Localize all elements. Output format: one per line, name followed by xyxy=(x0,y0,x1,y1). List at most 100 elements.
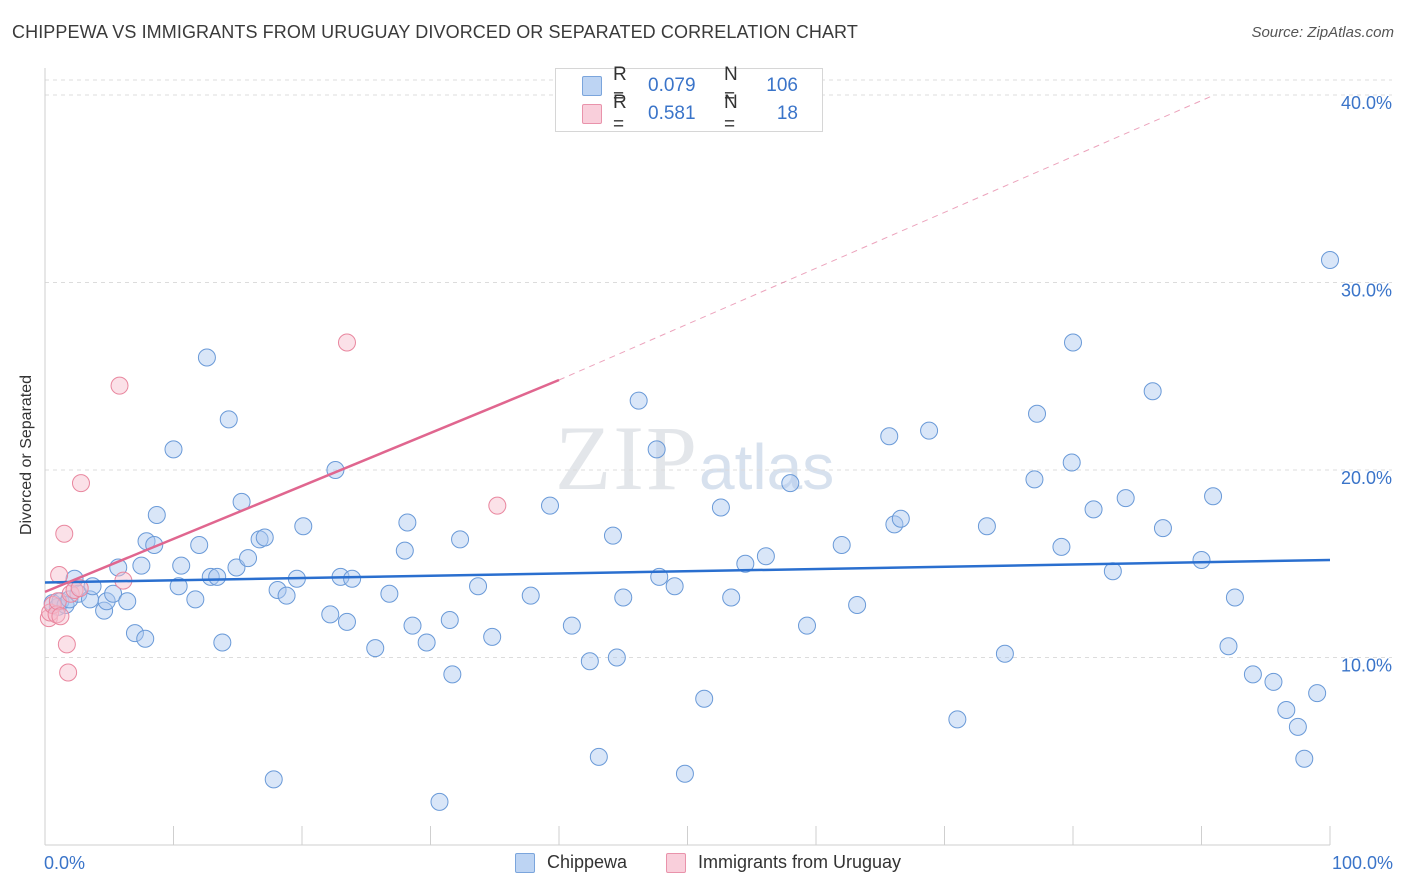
chippewa-point xyxy=(614,588,633,607)
uruguay-point xyxy=(70,579,89,598)
chippewa-point xyxy=(1143,382,1162,401)
chippewa-point xyxy=(521,586,540,605)
chippewa-point xyxy=(219,410,238,429)
legend-r-label: R = xyxy=(613,64,627,107)
chippewa-point xyxy=(136,629,155,648)
x-tick-label: 0.0% xyxy=(44,853,85,873)
legend-r-value: 0.079 xyxy=(648,75,696,96)
bottom-legend-swatch-chippewa xyxy=(515,852,535,873)
chippewa-point xyxy=(736,554,755,573)
uruguay-trend-extension xyxy=(558,94,1215,381)
chippewa-point xyxy=(1192,551,1211,569)
chippewa-point xyxy=(1064,333,1082,352)
chippewa-point xyxy=(337,612,356,631)
legend-n-label: N = xyxy=(724,92,738,135)
chippewa-point xyxy=(607,648,626,667)
bottom-legend-swatch-uruguay xyxy=(666,852,686,873)
uruguay-point xyxy=(57,635,76,654)
chippewa-point xyxy=(1264,672,1283,691)
chippewa-point xyxy=(190,536,209,554)
legend-n-label: N = xyxy=(724,64,738,107)
x-tick-label: 100.0% xyxy=(1332,853,1393,873)
chippewa-point xyxy=(1295,749,1314,768)
chippewa-point xyxy=(417,633,436,652)
chippewa-point xyxy=(603,526,622,545)
chippewa-point xyxy=(1153,519,1172,538)
chippewa-point xyxy=(711,498,730,517)
watermark: ZIPatlas xyxy=(555,405,834,511)
chippewa-point xyxy=(977,517,996,536)
chippewa-point xyxy=(541,496,560,515)
chippewa-point xyxy=(380,584,399,603)
chippewa-point xyxy=(722,588,741,607)
y-tick-label: 20.0% xyxy=(1341,468,1392,488)
chippewa-point xyxy=(343,569,362,588)
chippewa-point xyxy=(366,639,385,658)
uruguay-point xyxy=(110,376,129,395)
source-label: Source: ZipAtlas.com xyxy=(1251,24,1394,41)
chippewa-point xyxy=(208,567,227,586)
chippewa-point xyxy=(294,517,313,536)
bottom-legend-uruguay: Immigrants from Uruguay xyxy=(666,852,901,873)
chippewa-point xyxy=(186,590,205,609)
chippewa-point xyxy=(264,770,283,789)
chippewa-point xyxy=(675,764,694,783)
chippewa-point xyxy=(147,506,166,524)
chippewa-point xyxy=(172,556,191,575)
uruguay-point xyxy=(71,474,90,493)
chippewa-trend-line xyxy=(44,558,1331,584)
chippewa-point xyxy=(395,541,414,560)
chippewa-point xyxy=(995,644,1014,663)
chippewa-point xyxy=(483,627,502,646)
watermark-zip: ZIP xyxy=(555,407,699,509)
chippewa-point xyxy=(880,427,899,446)
chippewa-point xyxy=(403,616,422,635)
chippewa-point xyxy=(60,590,79,609)
chippewa-point xyxy=(1277,701,1296,719)
uruguay-point xyxy=(51,607,70,626)
chippewa-point xyxy=(443,665,462,684)
chippewa-point xyxy=(629,391,648,410)
chippewa-point xyxy=(832,536,851,554)
legend-n-value: 18 xyxy=(776,103,798,124)
chippewa-point xyxy=(891,509,910,528)
chippewa-point xyxy=(440,611,459,629)
chippewa-point xyxy=(920,421,939,440)
chippewa-point xyxy=(239,549,258,568)
chippewa-point xyxy=(1204,487,1223,506)
chippewa-point xyxy=(1084,500,1103,519)
chippewa-point xyxy=(1243,665,1262,684)
chippewa-point xyxy=(451,530,470,549)
uruguay-trend-line xyxy=(44,378,560,594)
bottom-legend-chippewa: Chippewa xyxy=(515,852,627,873)
uruguay-point xyxy=(488,496,507,515)
legend-swatch-uruguay xyxy=(582,104,602,124)
chippewa-point xyxy=(132,556,151,575)
chippewa-point xyxy=(430,792,449,811)
uruguay-point xyxy=(337,333,356,352)
chippewa-point xyxy=(277,586,296,605)
y-tick-label: 10.0% xyxy=(1341,656,1392,676)
chippewa-point xyxy=(1225,588,1244,607)
chippewa-point xyxy=(1103,562,1122,581)
chippewa-point xyxy=(164,440,183,459)
legend-swatch-chippewa xyxy=(582,76,602,96)
chippewa-point xyxy=(1219,637,1238,656)
chippewa-point xyxy=(268,581,287,599)
legend-r-value: 0.581 xyxy=(648,103,696,124)
chippewa-point xyxy=(665,577,684,596)
watermark-atlas: atlas xyxy=(699,431,835,503)
chippewa-point xyxy=(104,584,123,603)
legend-n-value: 106 xyxy=(766,75,798,96)
uruguay-point xyxy=(59,663,78,682)
chippewa-point xyxy=(1288,717,1307,736)
chippewa-point xyxy=(118,592,137,611)
chippewa-point xyxy=(589,747,608,766)
chippewa-point xyxy=(1025,470,1044,489)
chippewa-point xyxy=(97,592,116,611)
chippewa-point xyxy=(695,689,714,708)
chippewa-point xyxy=(562,616,581,635)
chippewa-point xyxy=(169,577,188,596)
chippewa-point xyxy=(798,616,817,635)
chippewa-point xyxy=(580,652,599,671)
